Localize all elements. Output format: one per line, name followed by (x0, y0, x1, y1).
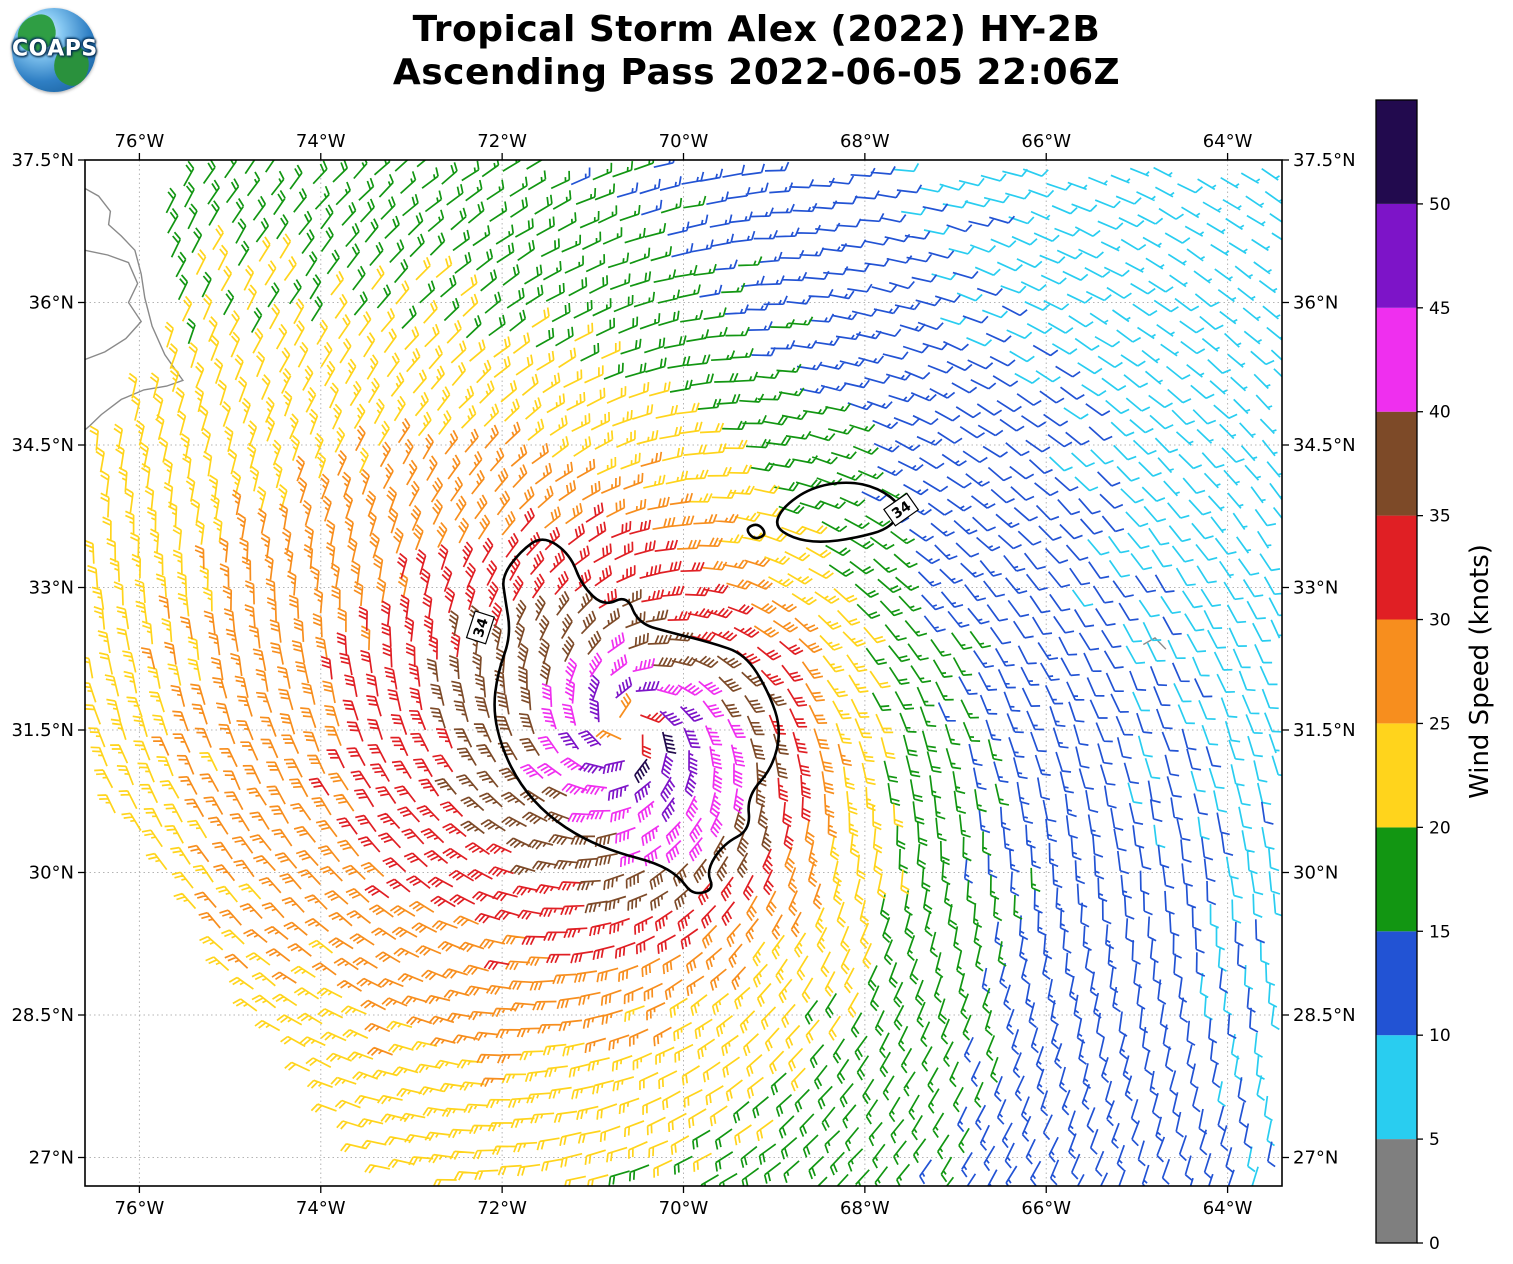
colorbar-tick-label: 10 (1429, 1026, 1451, 1046)
wind-barbs (634, 731, 677, 784)
coastline (85, 187, 1167, 650)
coastline-path (85, 249, 143, 361)
contour-34kt (746, 523, 766, 540)
lat-tick-label-right: 33°N (1293, 578, 1338, 599)
lat-tick-label-right: 27°N (1293, 1148, 1338, 1169)
lon-tick-label-bottom: 76°W (115, 1198, 165, 1219)
contour-label-34: 34 (465, 610, 495, 645)
lat-tick-label-right: 34.5°N (1293, 435, 1356, 456)
coastline-path (85, 187, 185, 431)
colorbar-tick-label: 15 (1429, 922, 1451, 942)
colorbar-segment (1376, 931, 1417, 1036)
lat-tick-label-right: 37.5°N (1293, 150, 1356, 171)
lon-tick-label-top: 64°W (1203, 131, 1253, 152)
plot-title-block: Tropical Storm Alex (2022) HY-2B Ascendi… (0, 8, 1513, 94)
plot-subtitle: Ascending Pass 2022-06-05 22:06Z (392, 52, 1121, 94)
lon-tick-label-bottom: 68°W (840, 1198, 890, 1219)
contour-34kt (775, 481, 901, 543)
lat-tick-label-right: 36°N (1293, 293, 1338, 314)
wind-barbs (519, 632, 746, 868)
wind-barbs (140, 418, 852, 1087)
colorbar-tick-label: 20 (1429, 818, 1451, 838)
wind-barbs (894, 162, 1282, 1186)
wind-barbs-layer (85, 160, 1282, 1186)
lon-tick-label-bottom: 70°W (659, 1198, 709, 1219)
lat-tick-label-right: 31.5°N (1293, 720, 1356, 741)
lat-tick-label-left: 33°N (29, 578, 74, 599)
lon-tick-label-bottom: 64°W (1203, 1198, 1253, 1219)
colorbar-segment (1376, 203, 1417, 308)
lon-tick-label-top: 68°W (840, 131, 890, 152)
colorbar-tick-label: 40 (1429, 403, 1451, 423)
colorbar-segment (1376, 307, 1417, 412)
contour-label-text: 34 (471, 616, 492, 640)
colorbar-tick-label: 35 (1429, 507, 1451, 527)
globe-icon (12, 8, 96, 92)
lat-tick-label-left: 28.5°N (11, 1005, 74, 1026)
colorbar-tick-label: 5 (1429, 1130, 1440, 1150)
colorbar-tick-label: 45 (1429, 299, 1451, 319)
colorbar-segment (1376, 411, 1417, 516)
lat-tick-label-left: 27°N (29, 1148, 74, 1169)
colorbar: 0 5 10 15 20 25 30 35 40 45 50 Wind Speed (knots) (1375, 99, 1495, 1254)
lon-tick-label-top: 70°W (659, 131, 709, 152)
coaps-logo: COAPS (12, 8, 98, 92)
lat-tick-label-right: 28.5°N (1293, 1005, 1356, 1026)
plot-title: Tropical Storm Alex (2022) HY-2B (412, 9, 1101, 50)
colorbar-frame (1375, 99, 1418, 1244)
lon-tick-label-bottom: 74°W (296, 1198, 346, 1219)
coaps-logo-text: COAPS (12, 36, 98, 62)
lon-tick-label-top: 72°W (477, 131, 527, 152)
wind-barbs (558, 674, 704, 823)
axis-labels: 76°W 76°W 74°W 74°W 72°W 72°W 70°W 70°W 68°W 68°W… (11, 131, 1355, 1219)
colorbar-segment (1376, 1035, 1417, 1140)
colorbar-tick-label: 0 (1429, 1234, 1440, 1254)
colorbar-tick-label: 25 (1429, 714, 1451, 734)
colorbar-segment (1376, 619, 1417, 724)
colorbar-segment (1376, 723, 1417, 828)
lon-tick-label-top: 76°W (115, 131, 165, 152)
lon-tick-label-top: 74°W (296, 131, 346, 152)
colorbar-segment (1376, 827, 1417, 932)
contour-34kt (493, 538, 781, 895)
lat-tick-label-left: 36°N (29, 293, 74, 314)
colorbar-tick-label: 50 (1429, 195, 1451, 215)
lat-tick-label-left: 31.5°N (11, 720, 74, 741)
lon-tick-label-bottom: 66°W (1021, 1198, 1071, 1219)
colorbar-tick-label: 30 (1429, 611, 1451, 631)
lat-tick-label-left: 34.5°N (11, 435, 74, 456)
colorbar-segment (1376, 515, 1417, 620)
colorbar-segment (1376, 100, 1417, 204)
wind-barbs (570, 160, 1276, 1186)
contour-34kt-layer (493, 481, 901, 895)
lat-tick-label-right: 30°N (1293, 863, 1338, 884)
coastline-path (1142, 637, 1167, 650)
lat-tick-label-left: 30°N (29, 863, 74, 884)
lon-tick-label-top: 66°W (1021, 131, 1071, 152)
wind-barbs (308, 502, 811, 971)
wind-barbs (85, 224, 910, 1186)
wind-barbs (165, 160, 1041, 1186)
colorbar-title: Wind Speed (knots) (1465, 544, 1495, 799)
lon-tick-label-bottom: 72°W (477, 1198, 527, 1219)
lat-tick-label-left: 37.5°N (11, 150, 74, 171)
colorbar-segment (1376, 1139, 1417, 1243)
